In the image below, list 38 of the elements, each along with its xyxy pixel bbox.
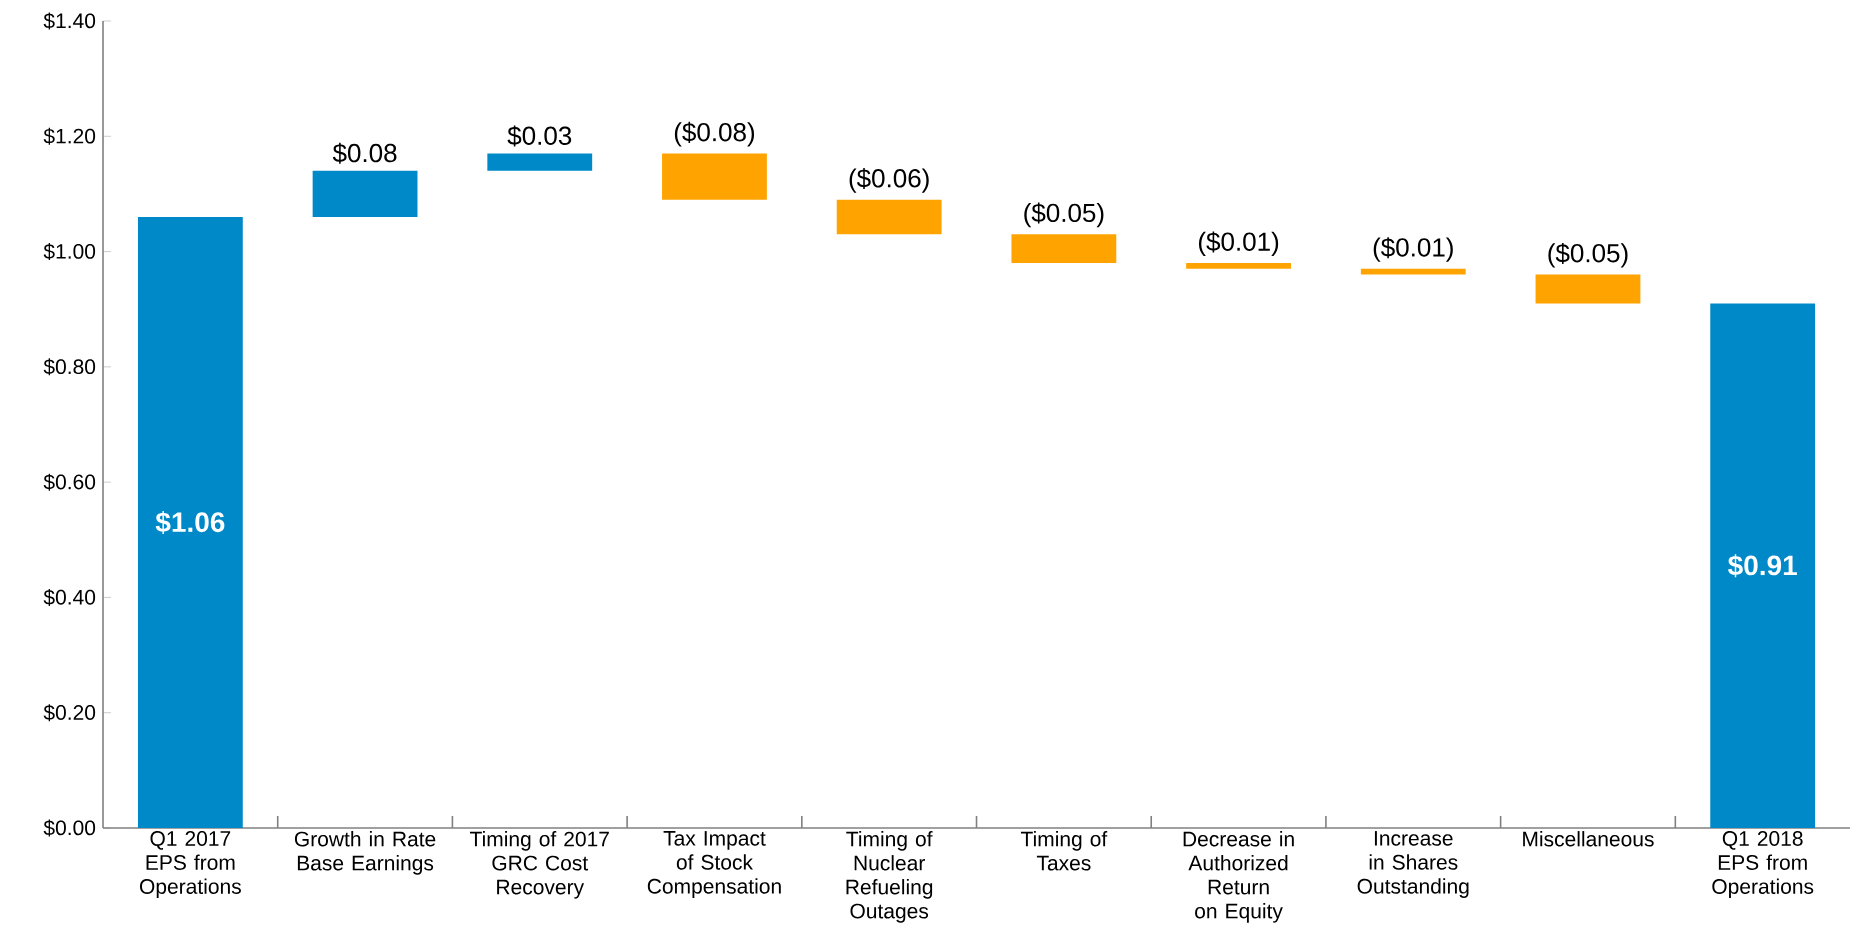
- data-label: $0.91: [1728, 554, 1797, 578]
- data-label: $1.06: [155, 511, 225, 534]
- bar: [662, 153, 767, 200]
- x-tick-label: Timing of 2017 GRC Cost Recovery: [470, 831, 609, 899]
- bar: [312, 170, 418, 217]
- x-tick-label: Miscellaneous: [1523, 831, 1654, 847]
- data-label: $0.03: [507, 125, 572, 147]
- x-tick-label: Decrease in Authorized Return on Equity: [1183, 831, 1294, 923]
- bar: [836, 199, 942, 235]
- data-label: ($0.08): [674, 121, 755, 147]
- bar: [487, 153, 593, 171]
- y-tick-label: $0.20: [43, 704, 96, 722]
- bar: [1360, 268, 1466, 275]
- data-label: $0.08: [332, 142, 397, 164]
- y-tick-label: $0.00: [43, 819, 96, 837]
- bar: [1186, 263, 1291, 269]
- y-tick-label: $0.40: [43, 588, 96, 606]
- y-tick-label: $0.80: [43, 358, 96, 376]
- x-tick-label: Timing of Nuclear Refueling Outages: [846, 831, 933, 923]
- bar: [1011, 234, 1117, 264]
- x-tick-label: Q1 2018 EPS from Operations: [1712, 831, 1814, 899]
- x-tick-label: Tax Impact of Stock Compensation: [647, 831, 781, 898]
- y-tick-label: $1.20: [43, 127, 96, 145]
- data-label: ($0.01): [1198, 231, 1279, 257]
- data-label: ($0.01): [1373, 237, 1453, 262]
- bar: [137, 216, 243, 828]
- data-label: ($0.05): [1024, 202, 1104, 228]
- x-tick-label: Increase in Shares Outstanding: [1357, 831, 1469, 898]
- bar: [1710, 303, 1816, 828]
- bar: [1535, 274, 1641, 304]
- x-tick-label: Q1 2017 EPS from Operations: [140, 831, 241, 899]
- y-tick-label: $0.60: [43, 473, 96, 491]
- y-tick-label: $1.40: [43, 12, 96, 30]
- y-tick-label: $1.00: [43, 243, 96, 261]
- x-tick-label: Growth in Rate Base Earnings: [294, 831, 436, 875]
- x-tick-label: Timing of Taxes: [1020, 831, 1108, 871]
- data-label: ($0.06): [849, 167, 929, 193]
- data-label: ($0.05): [1548, 242, 1628, 268]
